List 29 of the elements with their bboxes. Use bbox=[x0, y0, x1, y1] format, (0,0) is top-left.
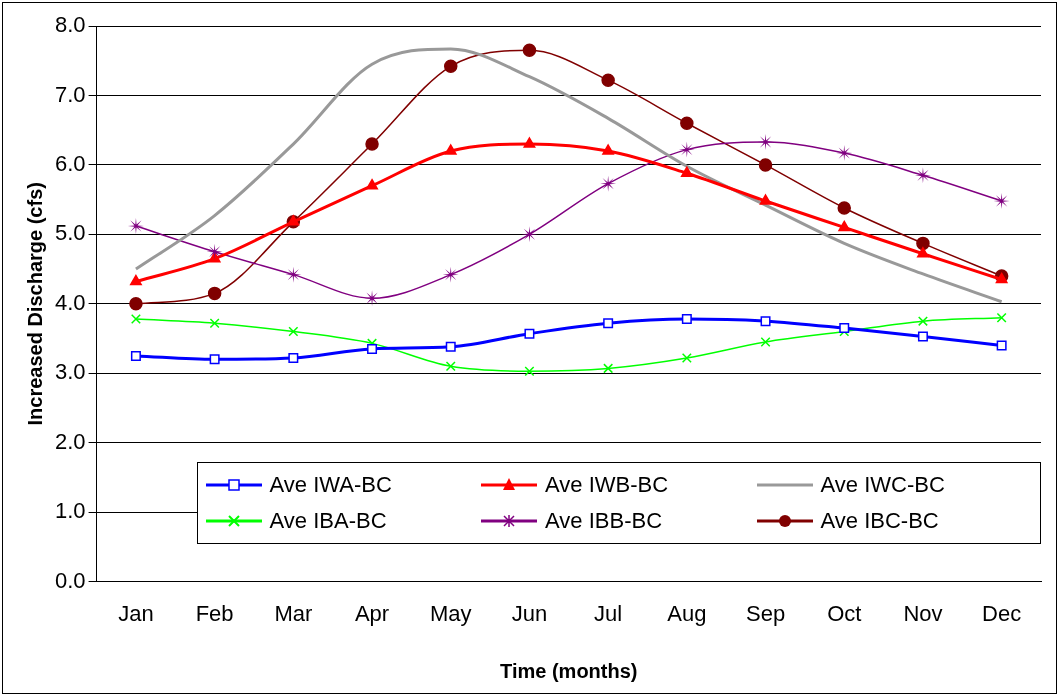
x-tick-label: Oct bbox=[827, 600, 862, 626]
y-tick-label: 4.0 bbox=[54, 289, 86, 315]
y-tick-label: 2.0 bbox=[54, 428, 86, 454]
y-tick-label: 6.0 bbox=[54, 150, 86, 176]
x-tick-label: Jun bbox=[511, 600, 548, 626]
x-tick-label: Jul bbox=[594, 600, 623, 626]
legend-label: Ave IWA-BC bbox=[269, 471, 392, 498]
y-tick-label: 7.0 bbox=[54, 81, 86, 107]
x-tick-label: Sep bbox=[745, 600, 786, 626]
y-axis-title: Increased Discharge (cfs) bbox=[23, 182, 46, 426]
legend-label: Ave IWC-BC bbox=[820, 471, 945, 498]
y-tick-label: 8.0 bbox=[54, 12, 86, 38]
y-tick-label: 3.0 bbox=[54, 359, 86, 385]
legend-label: Ave IBC-BC bbox=[820, 507, 939, 534]
y-tick-label: 0.0 bbox=[54, 567, 86, 593]
y-tick-label: 5.0 bbox=[54, 220, 86, 246]
x-tick-label: Jan bbox=[118, 600, 154, 626]
x-tick-label: Nov bbox=[903, 600, 943, 626]
x-tick-label: Apr bbox=[354, 600, 390, 626]
legend-label: Ave IBA-BC bbox=[269, 507, 387, 534]
legend-label: Ave IWB-BC bbox=[545, 471, 669, 498]
x-tick-label: Mar bbox=[274, 600, 313, 626]
x-tick-label: May bbox=[429, 600, 472, 626]
x-tick-label: Feb bbox=[195, 600, 234, 626]
x-tick-label: Aug bbox=[667, 600, 707, 626]
y-tick-label: 1.0 bbox=[54, 498, 86, 524]
x-axis-title: Time (months) bbox=[500, 659, 638, 682]
x-tick-label: Dec bbox=[982, 600, 1022, 626]
legend-label: Ave IBB-BC bbox=[545, 507, 663, 534]
